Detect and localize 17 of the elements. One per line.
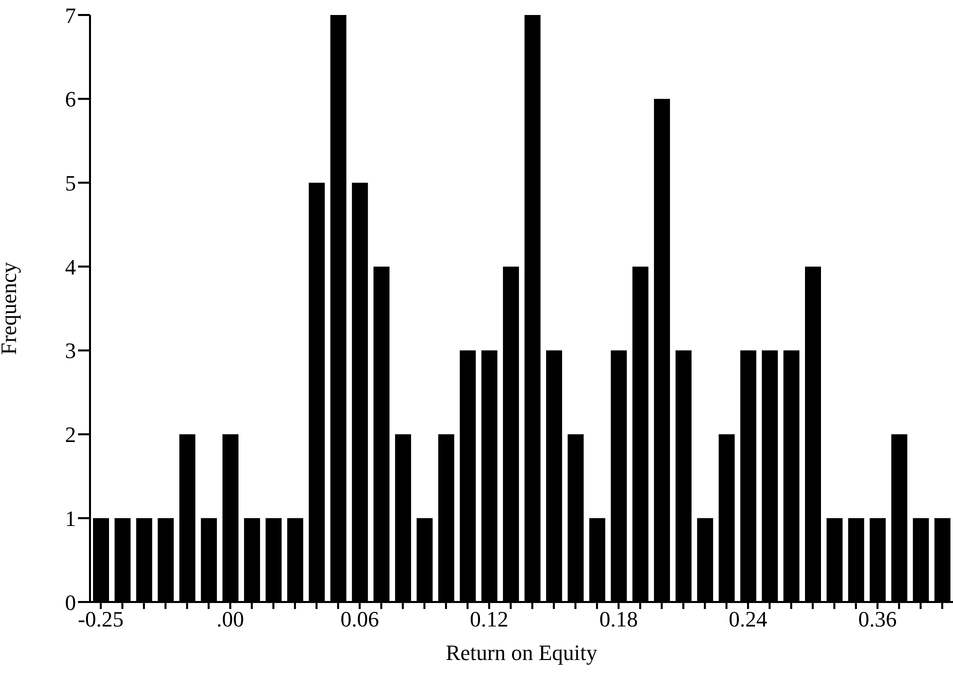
x-tick-label: 0.06 — [340, 606, 379, 632]
x-axis-title: Return on Equity — [446, 640, 598, 665]
y-tick-label: 5 — [65, 170, 76, 196]
y-tick-label: 4 — [65, 254, 76, 280]
x-tick-label: 0.18 — [599, 606, 638, 632]
x-tick-label: .00 — [216, 606, 244, 632]
x-tick-label: -0.25 — [78, 606, 124, 632]
y-axis-title: Frequency — [0, 262, 21, 355]
y-tick-label: 1 — [65, 506, 76, 531]
y-tick-label: 3 — [65, 338, 76, 364]
x-tick-label: 0.24 — [728, 606, 768, 632]
y-tick-label: 0 — [65, 590, 76, 615]
y-tick-label: 6 — [65, 86, 76, 112]
x-tick-label: 0.36 — [858, 606, 897, 632]
y-tick-label: 2 — [65, 422, 76, 448]
x-tick-label: 0.12 — [470, 606, 508, 632]
y-tick-label: 7 — [65, 2, 76, 28]
